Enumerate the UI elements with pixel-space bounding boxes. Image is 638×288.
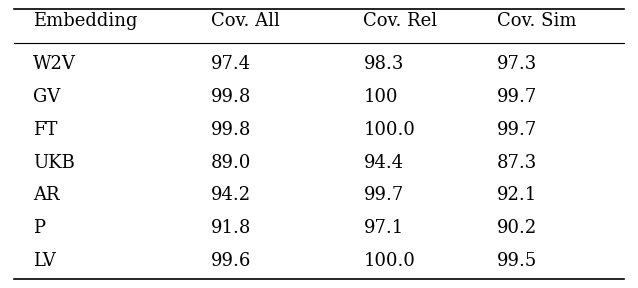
Text: UKB: UKB — [33, 154, 75, 172]
Text: 98.3: 98.3 — [364, 55, 404, 73]
Text: Cov. All: Cov. All — [211, 12, 280, 30]
Text: 100.0: 100.0 — [364, 121, 415, 139]
Text: Cov. Rel: Cov. Rel — [364, 12, 438, 30]
Text: P: P — [33, 219, 45, 237]
Text: Cov. Sim: Cov. Sim — [497, 12, 576, 30]
Text: 89.0: 89.0 — [211, 154, 251, 172]
Text: 100: 100 — [364, 88, 398, 106]
Text: 94.4: 94.4 — [364, 154, 404, 172]
Text: 99.6: 99.6 — [211, 252, 251, 270]
Text: 99.8: 99.8 — [211, 121, 251, 139]
Text: 99.7: 99.7 — [497, 121, 537, 139]
Text: W2V: W2V — [33, 55, 76, 73]
Text: 87.3: 87.3 — [497, 154, 537, 172]
Text: 91.8: 91.8 — [211, 219, 251, 237]
Text: 97.4: 97.4 — [211, 55, 251, 73]
Text: 92.1: 92.1 — [497, 186, 537, 204]
Text: 100.0: 100.0 — [364, 252, 415, 270]
Text: 90.2: 90.2 — [497, 219, 537, 237]
Text: 97.1: 97.1 — [364, 219, 404, 237]
Text: 99.7: 99.7 — [364, 186, 404, 204]
Text: 99.8: 99.8 — [211, 88, 251, 106]
Text: 99.5: 99.5 — [497, 252, 537, 270]
Text: 99.7: 99.7 — [497, 88, 537, 106]
Text: AR: AR — [33, 186, 59, 204]
Text: GV: GV — [33, 88, 61, 106]
Text: FT: FT — [33, 121, 57, 139]
Text: 97.3: 97.3 — [497, 55, 537, 73]
Text: 94.2: 94.2 — [211, 186, 251, 204]
Text: LV: LV — [33, 252, 56, 270]
Text: Embedding: Embedding — [33, 12, 138, 30]
